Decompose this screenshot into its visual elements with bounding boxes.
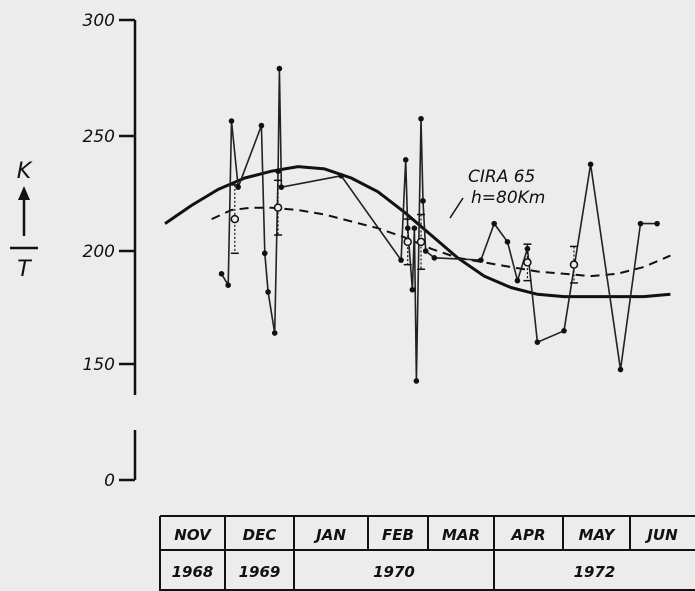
month-label: DEC — [243, 526, 277, 544]
data-point — [561, 328, 567, 334]
month-label: FEB — [382, 526, 414, 544]
data-point — [278, 184, 285, 190]
year-label: 1972 — [574, 563, 616, 581]
mean-dashed-curve — [211, 206, 671, 278]
month-label: APR — [510, 526, 545, 544]
data-point — [514, 277, 521, 284]
year-label: 1970 — [373, 563, 415, 581]
data-point — [225, 282, 231, 289]
measured-series — [220, 68, 658, 382]
data-point — [265, 289, 271, 295]
data-point — [418, 115, 424, 122]
data-point — [261, 250, 268, 257]
data-point — [228, 118, 235, 124]
y-axis: 300 250 200 150 0 — [83, 11, 137, 491]
month-label: MAY — [579, 526, 617, 544]
data-point — [534, 339, 541, 346]
month-label: MAR — [442, 526, 480, 544]
y-tick-label: 300 — [83, 11, 115, 31]
data-point — [218, 271, 225, 277]
plot-area — [164, 65, 671, 384]
y-tick-label: 250 — [83, 127, 115, 147]
y-axis-label: K T — [10, 159, 38, 282]
cira-annotation: CIRA 65 h=80Km — [449, 167, 545, 219]
y-label-top: K — [17, 159, 33, 184]
mean-point — [416, 237, 426, 247]
y-tick-label: 200 — [83, 242, 115, 262]
data-point — [411, 225, 418, 231]
data-point — [617, 366, 624, 373]
data-point — [413, 378, 420, 384]
data-point — [398, 257, 404, 263]
data-point — [587, 161, 594, 168]
data-point — [235, 184, 241, 190]
y-label-arrow-icon — [18, 186, 30, 200]
month-label: NOV — [174, 526, 212, 544]
data-point — [409, 286, 416, 293]
data-point — [431, 255, 438, 261]
data-point — [491, 220, 497, 227]
mean-point — [569, 260, 579, 269]
data-point — [276, 65, 283, 72]
data-point — [338, 172, 345, 179]
mean-point — [273, 203, 283, 212]
data-point — [637, 220, 644, 227]
y-label-bottom: T — [17, 257, 32, 282]
data-point — [271, 330, 278, 336]
mean-point — [230, 214, 240, 224]
cira65-curve — [164, 165, 671, 299]
annotation-leader — [449, 197, 464, 219]
data-point — [420, 198, 426, 204]
data-point — [422, 248, 429, 254]
data-point — [478, 257, 484, 263]
y-tick-label: 0 — [104, 471, 115, 491]
data-point — [402, 157, 409, 163]
y-tick-label: 150 — [83, 355, 115, 375]
annotation-line1: CIRA 65 — [468, 167, 535, 187]
mean-point — [523, 258, 532, 267]
data-point — [504, 239, 511, 245]
data-point — [654, 220, 660, 227]
month-label: JUN — [644, 526, 678, 544]
year-label: 1968 — [172, 563, 214, 581]
annotation-line2: h=80Km — [471, 188, 545, 208]
data-point — [258, 122, 265, 129]
time-axis-table: NOV DEC JAN FEB MAR APR MAY JUN 1968 1969 1970 1972 — [159, 515, 695, 591]
month-label: JAN — [313, 526, 346, 544]
mean-point — [403, 237, 412, 247]
data-point — [275, 168, 281, 174]
year-label: 1969 — [239, 563, 281, 581]
